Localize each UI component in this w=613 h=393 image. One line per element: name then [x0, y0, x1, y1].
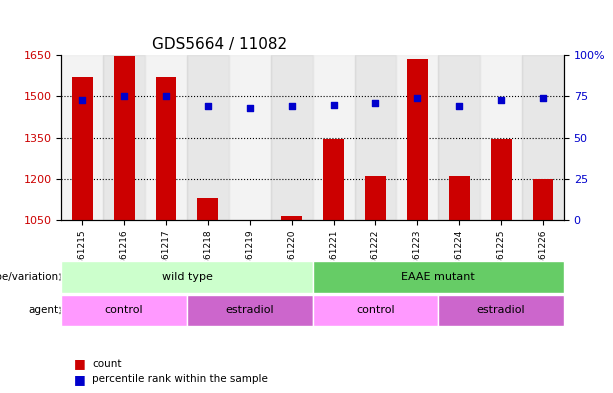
Text: percentile rank within the sample: percentile rank within the sample — [92, 374, 268, 384]
Text: estradiol: estradiol — [226, 305, 274, 316]
Bar — [145, 55, 187, 220]
Point — [203, 103, 213, 109]
Point — [77, 96, 87, 103]
Text: estradiol: estradiol — [477, 305, 525, 316]
Point — [119, 93, 129, 99]
Bar — [407, 59, 428, 220]
Bar — [197, 198, 218, 220]
Bar — [397, 55, 438, 220]
Bar — [187, 55, 229, 220]
Point — [496, 96, 506, 103]
Bar — [533, 179, 554, 220]
Bar — [522, 55, 564, 220]
Text: wild type: wild type — [162, 272, 212, 282]
Point — [413, 95, 422, 101]
Text: ■: ■ — [74, 357, 85, 370]
Bar — [365, 176, 386, 220]
Bar — [229, 55, 271, 220]
Point — [538, 95, 548, 101]
Text: agent: agent — [28, 305, 58, 316]
Point — [287, 103, 297, 109]
Bar — [113, 56, 135, 220]
Bar — [323, 139, 344, 220]
Bar — [438, 55, 480, 220]
Text: genotype/variation: genotype/variation — [0, 272, 58, 282]
Bar — [354, 55, 397, 220]
Text: control: control — [105, 305, 143, 316]
Bar — [313, 55, 354, 220]
Bar — [156, 77, 177, 220]
Text: GDS5664 / 11082: GDS5664 / 11082 — [152, 37, 287, 52]
Text: count: count — [92, 358, 121, 369]
Text: control: control — [356, 305, 395, 316]
Point — [329, 101, 338, 108]
Point — [454, 103, 464, 109]
Bar — [281, 216, 302, 220]
Bar — [480, 55, 522, 220]
Bar — [490, 139, 512, 220]
Bar — [72, 77, 93, 220]
Bar — [61, 55, 103, 220]
Point — [161, 93, 171, 99]
Bar — [103, 55, 145, 220]
Text: ■: ■ — [74, 373, 85, 386]
Point — [370, 100, 380, 106]
Bar — [271, 55, 313, 220]
Bar — [449, 176, 470, 220]
Point — [245, 105, 255, 111]
Text: EAAE mutant: EAAE mutant — [402, 272, 475, 282]
